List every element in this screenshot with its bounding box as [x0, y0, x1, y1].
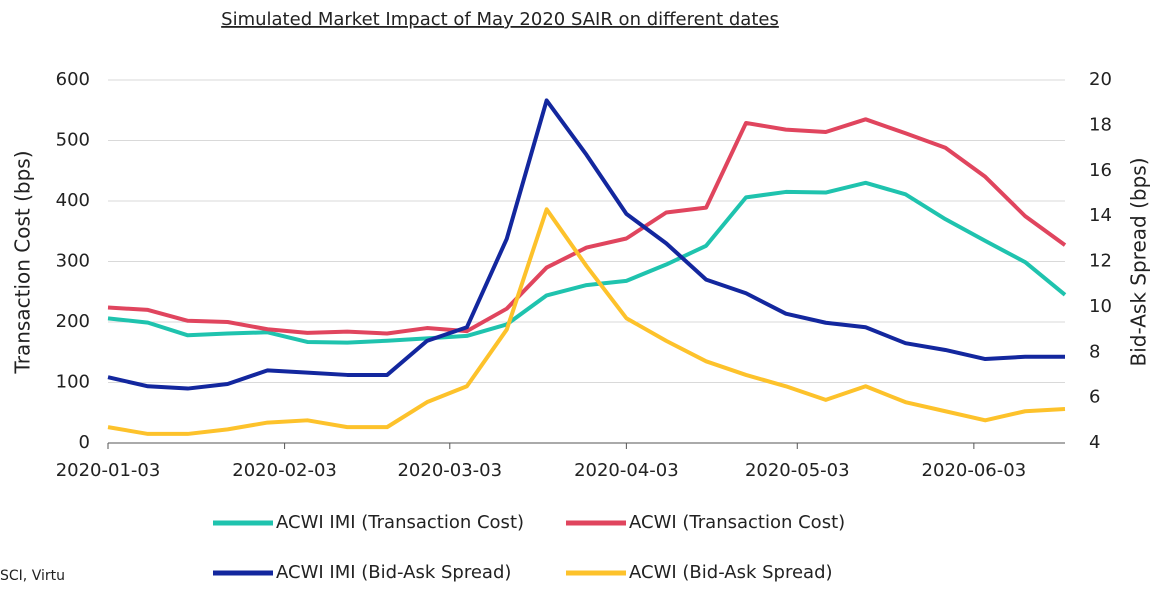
y-tick-label: 0: [79, 432, 90, 453]
source-note: SCI, Virtu: [0, 568, 65, 584]
y-tick-label: 300: [56, 251, 90, 272]
series-line: [107, 207, 1066, 436]
y2-axis-label: Bid-Ask Spread (bps): [1127, 158, 1151, 367]
y2-tick-label: 18: [1089, 114, 1112, 135]
series-line: [107, 117, 1067, 336]
y-tick-label: 600: [56, 69, 90, 90]
y-tick-label: 400: [56, 190, 90, 211]
legend-label: ACWI IMI (Transaction Cost): [276, 512, 524, 533]
y-tick-label: 500: [56, 130, 90, 151]
x-tick-label: 2020-04-03: [574, 460, 679, 481]
series-line: [107, 180, 1067, 345]
y-tick-label: 200: [56, 311, 90, 332]
y2-tick-label: 6: [1089, 387, 1100, 408]
x-tick-label: 2020-05-03: [745, 460, 850, 481]
y2-tick-label: 10: [1089, 296, 1112, 317]
x-tick-label: 2020-01-03: [56, 460, 161, 481]
y2-tick-label: 14: [1089, 205, 1112, 226]
y-tick-label: 100: [56, 372, 90, 393]
x-tick-label: 2020-02-03: [232, 460, 337, 481]
x-tick-label: 2020-06-03: [922, 460, 1027, 481]
chart-title: Simulated Market Impact of May 2020 SAIR…: [221, 9, 779, 30]
x-tick-label: 2020-03-03: [397, 460, 502, 481]
legend-label: ACWI IMI (Bid-Ask Spread): [276, 562, 511, 583]
y2-tick-label: 16: [1089, 160, 1112, 181]
y2-tick-label: 20: [1089, 69, 1112, 90]
y2-tick-label: 12: [1089, 251, 1112, 272]
legend-label: ACWI (Transaction Cost): [629, 512, 845, 533]
y-axis-label: Transaction Cost (bps): [11, 150, 35, 374]
series-line: [107, 98, 1065, 391]
y2-tick-label: 8: [1089, 341, 1100, 362]
y2-tick-label: 4: [1089, 432, 1100, 453]
legend-label: ACWI (Bid-Ask Spread): [629, 562, 833, 583]
